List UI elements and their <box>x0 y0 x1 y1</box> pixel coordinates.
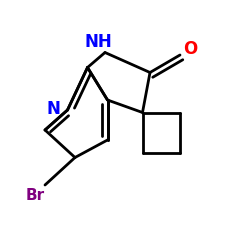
Text: NH: NH <box>85 34 112 52</box>
Text: Br: Br <box>26 188 44 202</box>
Text: N: N <box>47 100 61 118</box>
Text: O: O <box>183 40 197 58</box>
